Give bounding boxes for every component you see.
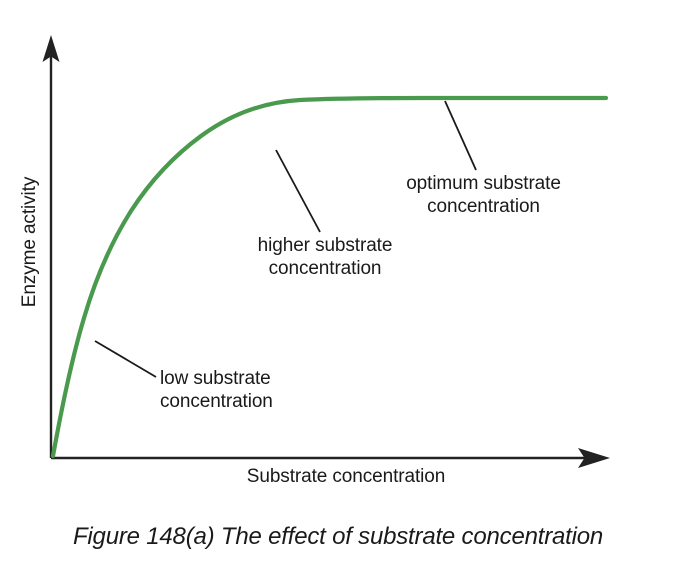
annotation-low-substrate: low substrate concentration [160,367,273,413]
x-axis-title-text: Substrate concentration [246,466,446,487]
enzyme-activity-curve [50,95,609,459]
leader-line-higher [275,149,321,233]
annotation-optimum-substrate: optimum substrate concentration [396,172,571,218]
figure-caption: Figure 148(a) The effect of substrate co… [72,523,604,550]
y-axis-title: Enzyme activity [19,176,40,308]
x-axis-title: Substrate concentration [0,466,676,488]
annotation-higher-substrate: higher substrate concentration [245,234,405,280]
leader-line-low [94,340,157,378]
y-axis-arrow-icon [42,35,60,62]
annotation-optimum-substrate-line2: concentration [427,196,540,217]
annotation-higher-substrate-line1: higher substrate [257,235,393,256]
leader-line-optimum [444,100,477,171]
x-axis-arrow-icon [578,448,610,468]
annotation-higher-substrate-line2: concentration [268,258,382,279]
annotation-low-substrate-line2: concentration [160,391,273,412]
annotation-low-substrate-line1: low substrate [160,368,271,389]
annotation-optimum-substrate-line1: optimum substrate [406,173,561,194]
